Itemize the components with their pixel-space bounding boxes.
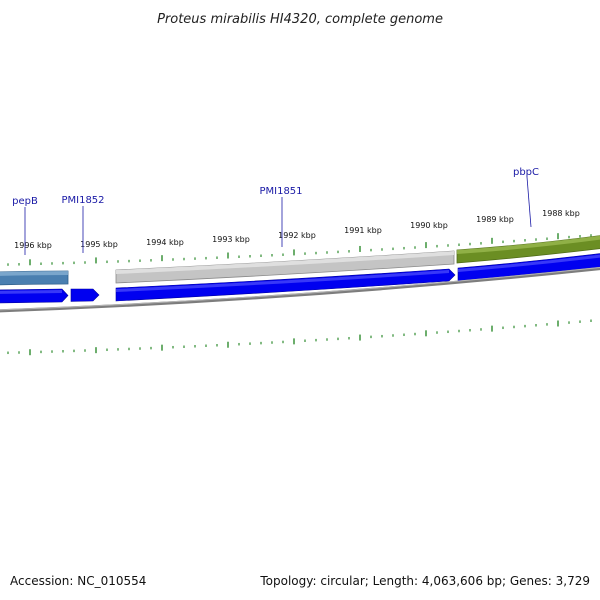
gene-label-pbpc: pbpC: [513, 167, 539, 178]
tick-label-1994: 1994 kbp: [146, 238, 184, 247]
gene-arc-pbpc-highlight: [457, 235, 600, 254]
tick-label-1988: 1988 kbp: [542, 209, 580, 218]
tick-label-1991: 1991 kbp: [344, 226, 382, 235]
gene-arc-pepb-highlight: [0, 271, 68, 276]
gene-label-pmi1851: PMI1851: [259, 186, 302, 197]
tick-label-1995: 1995 kbp: [80, 240, 118, 249]
genome-backbone-highlight: [0, 267, 600, 311]
genome-summary: Topology: circular; Length: 4,063,606 bp…: [259, 574, 590, 588]
tick-label-1990: 1990 kbp: [410, 221, 448, 230]
tick-label-1992: 1992 kbp: [278, 231, 316, 240]
tick-label-1989: 1989 kbp: [476, 215, 514, 224]
accession-label: Accession: NC_010554: [10, 574, 146, 588]
gene-labels: pepB PMI1852 PMI1851 pbpC: [12, 167, 539, 255]
gene-label-pepb: pepB: [12, 196, 38, 207]
feature-track-forward: [0, 235, 600, 286]
gc-skew-track: [7, 319, 592, 356]
ruler-ticks: [7, 233, 592, 266]
map-title: Proteus mirabilis HI4320, complete genom…: [157, 12, 443, 27]
cds-arrow-2: [70, 288, 100, 302]
tick-labels: 1996 kbp 1995 kbp 1994 kbp 1993 kbp 1992…: [14, 209, 580, 250]
genome-backbone: [0, 266, 600, 313]
gene-label-pmi1852: PMI1852: [61, 195, 104, 206]
gene-arc-pmi1851-highlight: [116, 251, 454, 274]
cds-track: [0, 253, 600, 304]
tick-label-1996: 1996 kbp: [14, 241, 52, 250]
tick-label-1993: 1993 kbp: [212, 235, 250, 244]
gene-leader-pbpc: [526, 176, 532, 228]
